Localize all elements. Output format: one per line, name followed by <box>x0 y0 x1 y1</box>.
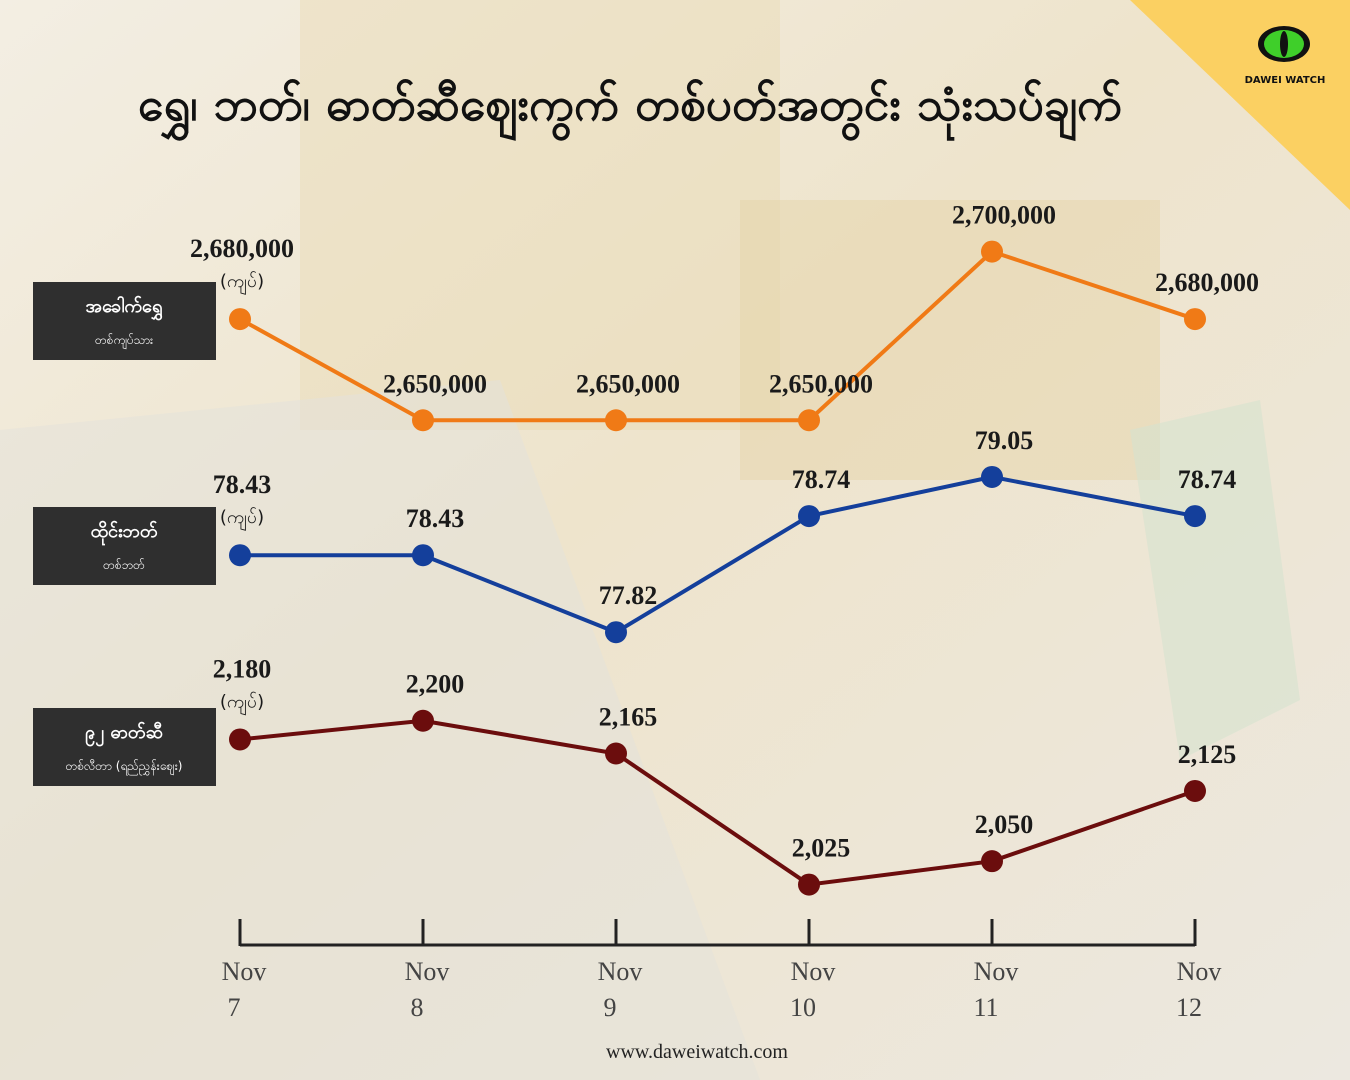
data-point <box>981 850 1003 873</box>
series-line <box>239 718 1196 887</box>
series-line <box>240 474 1196 635</box>
gold-bar-bg <box>300 0 780 430</box>
data-label: 79.05 <box>975 426 1034 455</box>
unit-label: (ကျပ်) <box>220 507 264 531</box>
x-tick-label: Nov 12 <box>1176 957 1221 1022</box>
data-label: 2,680,000 <box>190 234 294 263</box>
data-point <box>605 621 627 644</box>
data-label: 2,050 <box>975 810 1034 839</box>
x-tick-label: Nov 7 <box>222 957 267 1022</box>
pump-bg <box>1130 400 1300 760</box>
data-point <box>412 409 434 432</box>
data-label: 78.43 <box>406 504 465 533</box>
logo-pupil <box>1280 31 1288 57</box>
legend-subtitle: တစ်ကျပ်သား <box>95 332 153 350</box>
data-label: 2,125 <box>1178 740 1237 769</box>
series-line <box>239 249 1196 423</box>
data-label: 78.43 <box>213 470 272 499</box>
legend-box <box>33 708 216 786</box>
data-point <box>412 544 434 567</box>
data-label: 2,700,000 <box>952 201 1056 230</box>
legend-box <box>33 507 216 585</box>
data-point <box>798 505 820 528</box>
data-point <box>981 240 1003 263</box>
legend-subtitle: တစ်လီတာ (ရည်ညွှန်းဈေး) <box>66 758 183 776</box>
data-point <box>798 873 820 896</box>
data-point <box>605 742 627 765</box>
gold-bar-bg <box>740 200 1160 480</box>
legend-name: ၉၂ ဓာတ်ဆီ <box>85 721 163 747</box>
footer: www.daweiwatch.com <box>606 1041 788 1063</box>
data-label: 78.74 <box>1178 465 1237 494</box>
data-point <box>1184 308 1206 331</box>
data-label: 77.82 <box>599 581 658 610</box>
data-point <box>1184 505 1206 528</box>
x-tick-label: Nov 11 <box>973 957 1018 1022</box>
legend-box <box>33 282 216 360</box>
data-label: 2,650,000 <box>576 369 680 398</box>
data-label: 2,165 <box>599 703 658 732</box>
legend-name: ထိုင်းဘတ် <box>91 520 158 546</box>
data-point <box>981 465 1003 488</box>
logo-text: DAWEI WATCH <box>1245 75 1326 86</box>
data-label: 2,180 <box>213 654 272 683</box>
unit-label: (ကျပ်) <box>220 271 264 295</box>
data-label: 2,680,000 <box>1155 268 1259 297</box>
data-point <box>229 308 251 331</box>
data-point <box>1184 779 1206 802</box>
data-point <box>605 409 627 432</box>
x-tick-label: Nov 8 <box>405 957 450 1022</box>
x-tick-label: Nov 10 <box>790 957 835 1022</box>
unit-label: (ကျပ်) <box>220 691 264 715</box>
legend-name: အခေါက်ရွှေ <box>86 295 163 321</box>
x-tick-label: Nov 9 <box>598 957 643 1022</box>
data-point <box>229 544 251 567</box>
data-point <box>412 709 434 732</box>
data-label: 2,650,000 <box>383 369 487 398</box>
data-point <box>798 409 820 432</box>
data-point <box>229 728 251 751</box>
data-label: 2,025 <box>792 834 851 863</box>
data-label: 78.74 <box>792 465 851 494</box>
legend-subtitle: တစ်ဘတ် <box>103 557 145 572</box>
data-label: 2,650,000 <box>769 369 873 398</box>
data-label: 2,200 <box>406 670 465 699</box>
